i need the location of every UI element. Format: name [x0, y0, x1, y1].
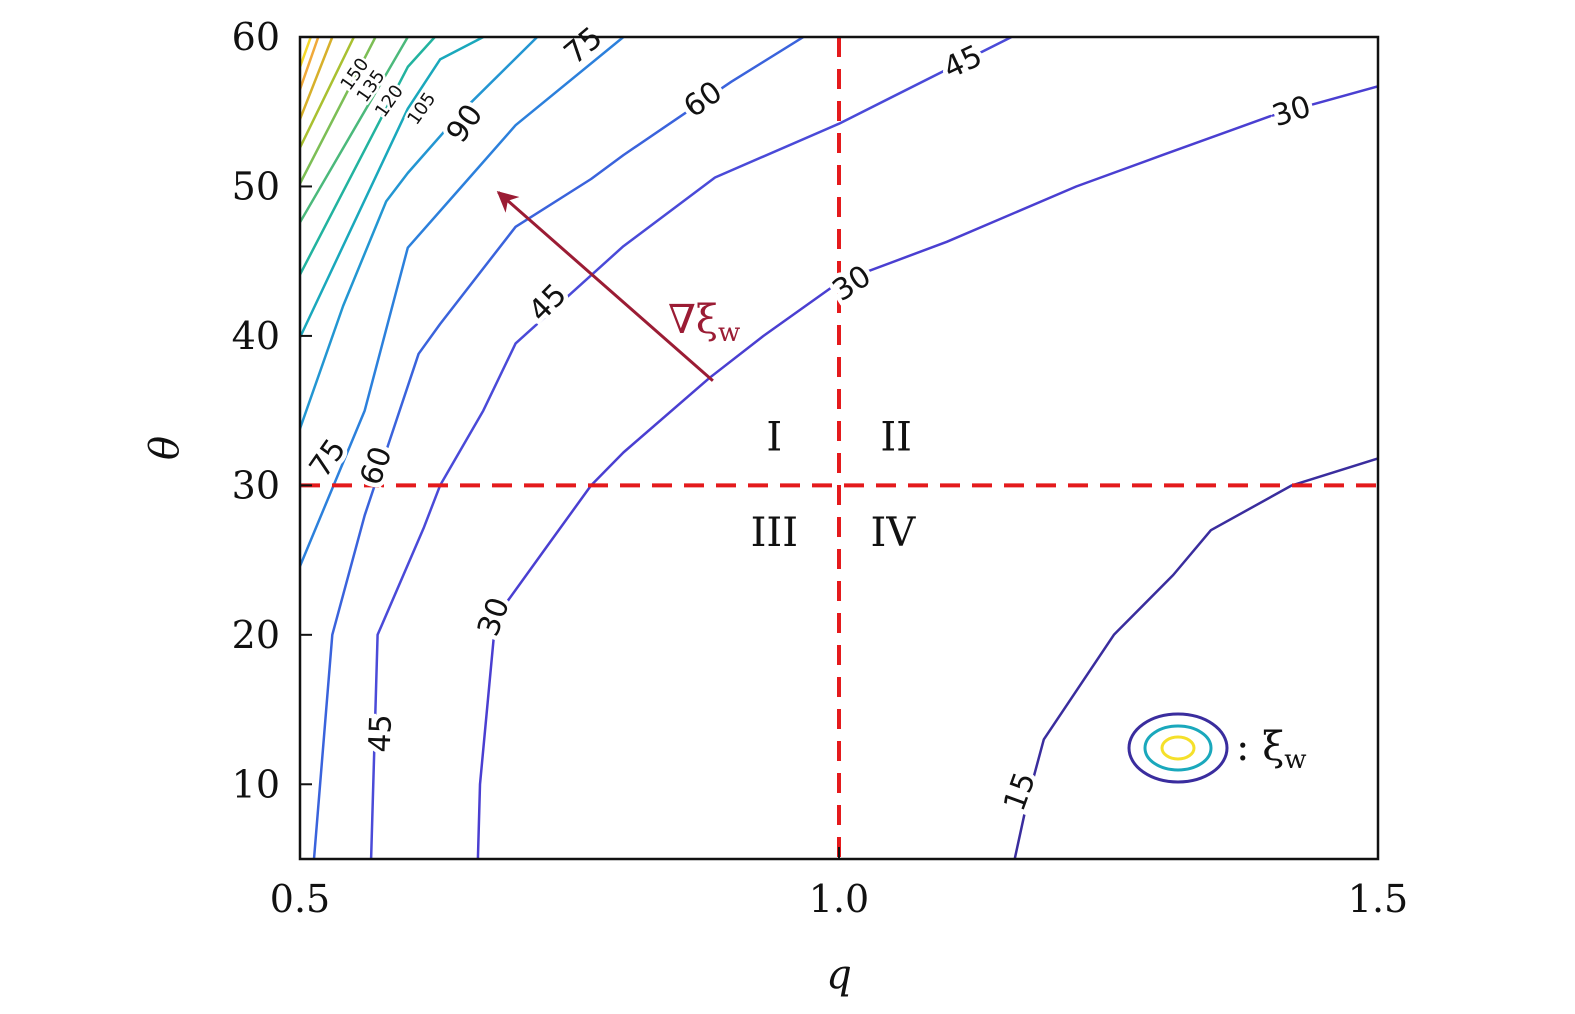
contour-label: 45: [363, 714, 399, 753]
region-label-I: I: [766, 415, 782, 461]
legend: : ξw: [1127, 712, 1307, 784]
y-axis-label: θ: [142, 436, 188, 460]
y-tick-label: 50: [232, 164, 280, 208]
y-tick-label: 40: [232, 314, 280, 358]
y-tick-label: 10: [232, 762, 280, 806]
x-tick-label: 0.5: [270, 877, 330, 921]
region-label-IV: IV: [871, 510, 917, 556]
contour-line-210: [300, 37, 312, 68]
contour-line-120: [300, 37, 436, 276]
contour-label: 90: [440, 98, 491, 149]
region-label-III: III: [751, 510, 798, 556]
contour-line-180: [300, 37, 334, 120]
x-axis-label: q: [826, 952, 852, 998]
contour-label: 30: [826, 259, 877, 309]
contour-line-165: [300, 37, 356, 149]
contour-line-90: [300, 37, 539, 430]
legend-ring: [1160, 735, 1196, 761]
gradient-arrow-label-main: ∇ξ: [668, 297, 718, 343]
legend-ring: [1143, 724, 1213, 772]
contour-label: 60: [677, 74, 728, 125]
gradient-arrow-line: [496, 191, 714, 382]
gradient-arrow: ∇ξw: [496, 191, 740, 382]
contour-line-15: [1013, 457, 1378, 859]
contour-label: 15: [997, 768, 1043, 816]
axis-ticks: 0.5 1.0 1.5 10 20 30 40 50 60: [232, 15, 1409, 921]
legend-label: : ξw: [1236, 724, 1307, 775]
contour-line-150: [300, 37, 377, 185]
contour-label: 45: [522, 277, 574, 329]
gradient-arrow-label: ∇ξw: [668, 297, 740, 348]
contour-label: 30: [471, 593, 517, 641]
legend-label-main: : ξ: [1236, 724, 1284, 770]
contour-label: 75: [558, 20, 610, 71]
contour-line-195: [300, 37, 320, 90]
contour-label: 30: [1268, 89, 1315, 134]
y-tick-label: 30: [232, 463, 280, 507]
contour-line-105: [300, 37, 484, 338]
region-label-II: II: [880, 415, 912, 461]
x-tick-label: 1.0: [809, 877, 869, 921]
x-tick-label: 1.5: [1348, 877, 1408, 921]
contour-label: 60: [354, 442, 400, 490]
legend-label-sub: w: [1284, 745, 1306, 775]
contour-label: 105: [403, 89, 440, 129]
contour-lines: [300, 37, 1378, 859]
reference-lines: [300, 37, 1378, 859]
y-tick-label: 20: [232, 613, 280, 657]
y-tick-label: 60: [232, 15, 280, 59]
contour-line-75: [300, 37, 625, 567]
contour-line-45: [369, 37, 1013, 859]
contour-label: 45: [938, 38, 987, 86]
contour-line-60: [312, 37, 805, 859]
contour-label: 75: [303, 433, 354, 484]
gradient-arrow-label-sub: w: [718, 318, 740, 348]
legend-ring: [1127, 712, 1229, 784]
contour-line-135: [300, 37, 409, 223]
